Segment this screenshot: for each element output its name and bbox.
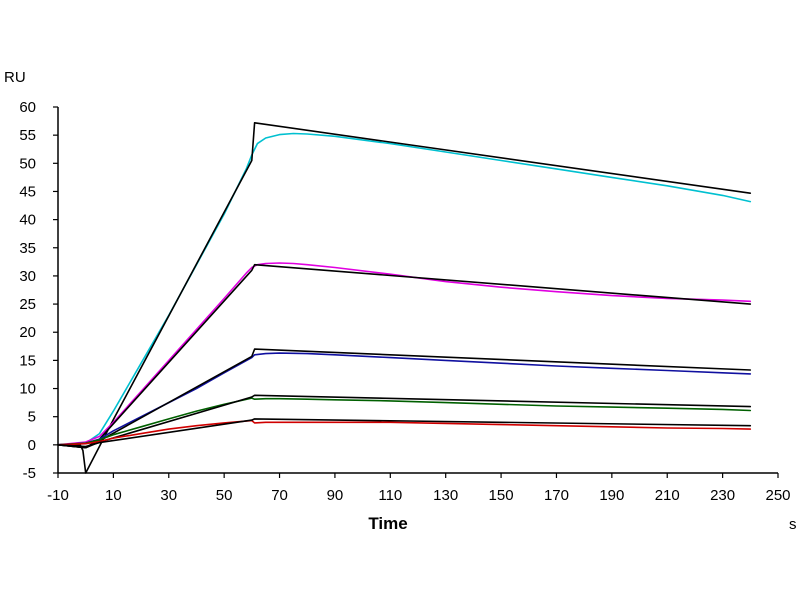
y-tick-label: 30 [19, 268, 36, 285]
series-line-2 [57, 262, 752, 446]
ticks-layer: -5 0 5 10 15 20 25 30 35 40 45 50 55 60 -10 10 30 50 70 90 1… [19, 99, 790, 504]
y-tick-label: 25 [19, 296, 36, 313]
y-tick-label: 20 [19, 324, 36, 341]
x-tick-label: 190 [599, 487, 624, 504]
y-tick-label: -5 [23, 465, 36, 482]
y-tick-label: 55 [19, 127, 36, 144]
y-tick-label: 60 [19, 99, 36, 116]
series-layer [57, 122, 752, 474]
x-tick-label: 210 [655, 487, 680, 504]
x-tick-label: 10 [105, 487, 122, 504]
y-tick-label: 5 [28, 409, 36, 426]
x-tick-label: 70 [271, 487, 288, 504]
series-line-8 [57, 419, 752, 446]
series-line-4 [57, 352, 752, 446]
x-unit-label: s [789, 516, 797, 533]
series-line-9 [57, 418, 752, 448]
x-tick-label: 110 [378, 487, 402, 504]
x-tick-label: 150 [489, 487, 514, 504]
x-tick-label: 250 [765, 487, 790, 504]
series-line-6 [57, 397, 752, 446]
y-tick-label: 50 [19, 155, 36, 172]
series-line-7 [57, 394, 752, 449]
y-unit-label: RU [4, 69, 26, 86]
y-tick-label: 45 [19, 183, 36, 200]
x-tick-label: 230 [710, 487, 735, 504]
x-axis-title: Time [368, 514, 407, 533]
x-tick-label: 50 [216, 487, 233, 504]
x-tick-label: 170 [544, 487, 569, 504]
y-tick-label: 10 [19, 381, 36, 398]
x-tick-label: 90 [327, 487, 344, 504]
y-tick-label: 35 [19, 240, 36, 257]
x-tick-label: 130 [433, 487, 458, 504]
axes-layer [57, 107, 778, 474]
series-line-0 [57, 132, 752, 446]
y-tick-label: 0 [28, 437, 36, 454]
y-tick-label: 15 [19, 352, 36, 369]
x-tick-label: -10 [47, 487, 69, 504]
y-tick-label: 40 [19, 212, 36, 229]
x-tick-label: 30 [160, 487, 177, 504]
